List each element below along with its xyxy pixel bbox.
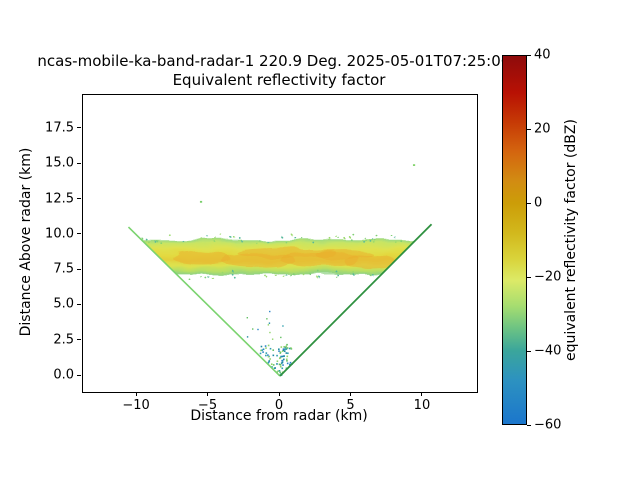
rhi-scan-canvas: [127, 164, 433, 377]
y-tick-mark: [77, 339, 81, 341]
plot-title: ncas-mobile-ka-band-radar-1 220.9 Deg. 2…: [37, 52, 521, 70]
y-tick-mark: [77, 233, 81, 235]
x-tick-mark: [135, 392, 137, 396]
colorbar-tick-mark: [527, 202, 531, 204]
y-tick-label: 17.5: [45, 120, 74, 136]
x-tick-label: −5: [197, 398, 218, 413]
plot-area: [82, 94, 478, 393]
x-tick-mark: [278, 392, 280, 396]
y-tick-mark: [77, 303, 81, 305]
scan-edge-rays: [127, 223, 433, 377]
y-tick-label: 0.0: [53, 367, 74, 383]
colorbar-tick-mark: [527, 424, 531, 426]
isolated-echo: [199, 200, 203, 203]
plot-subtitle: Equivalent reflectivity factor: [172, 71, 386, 89]
y-tick-label: 5.0: [53, 296, 74, 312]
y-tick-label: 10.0: [45, 226, 74, 242]
y-tick-mark: [77, 127, 81, 129]
scan-ray-right: [279, 223, 433, 377]
y-tick-mark: [77, 198, 81, 199]
x-tick-mark: [349, 392, 351, 396]
y-tick-mark: [77, 374, 81, 376]
x-axis-label: Distance from radar (km): [190, 408, 368, 424]
colorbar-tick-label: 20: [534, 121, 551, 137]
x-tick-mark: [207, 392, 209, 396]
colorbar-tick-label: 40: [534, 47, 551, 63]
y-tick-label: 7.5: [53, 261, 74, 277]
colorbar-tick-mark: [527, 276, 531, 278]
colorbar: [502, 55, 527, 425]
y-tick-label: 2.5: [53, 332, 74, 348]
y-tick-mark: [77, 268, 81, 270]
y-tick-label: 15.0: [45, 155, 74, 171]
colorbar-tick-label: −20: [534, 269, 562, 285]
x-tick-label: 10: [413, 398, 431, 413]
colorbar-tick-mark: [527, 350, 531, 352]
colorbar-tick-mark: [527, 128, 531, 130]
colorbar-tick-label: −40: [534, 343, 562, 359]
scan-ray-left: [127, 226, 281, 377]
x-tick-label: −10: [122, 398, 150, 413]
y-tick-label: 12.5: [45, 191, 74, 206]
x-tick-mark: [421, 392, 423, 396]
colorbar-label: equivalent reflectivity factor (dBZ): [563, 119, 579, 361]
y-tick-mark: [77, 162, 81, 164]
echo-band: [141, 233, 419, 280]
x-tick-label: 5: [346, 398, 355, 413]
colorbar-tick-label: 0: [534, 195, 543, 211]
colorbar-tick-mark: [527, 54, 531, 56]
y-axis-label: Distance Above radar (km): [18, 147, 34, 337]
isolated-echo: [412, 164, 416, 167]
colorbar-tick-label: −60: [534, 417, 562, 433]
x-tick-label: 0: [274, 398, 284, 413]
